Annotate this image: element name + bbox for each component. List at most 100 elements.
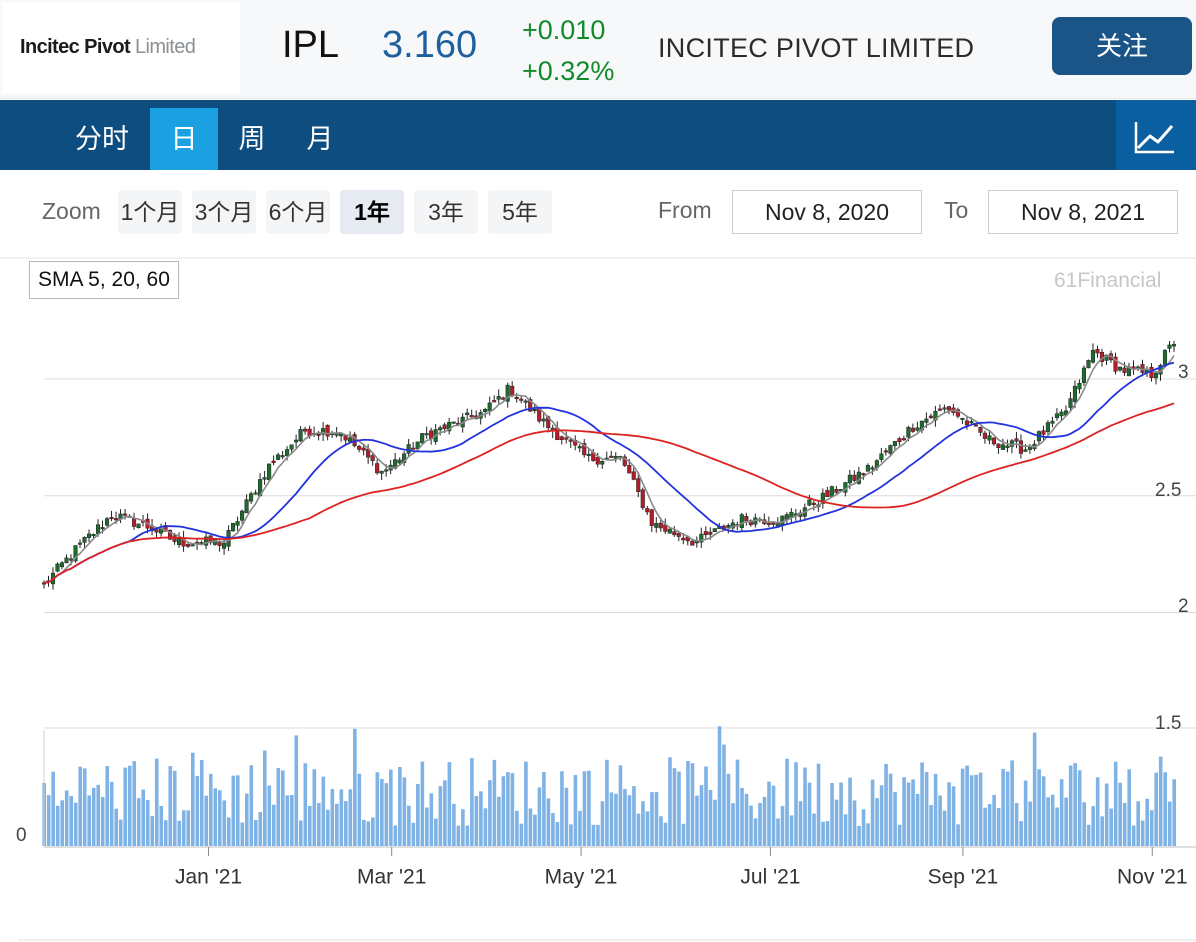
volume-bar — [299, 820, 303, 846]
logo-brand: Incitec Pivot — [20, 36, 131, 58]
volume-bar — [1001, 768, 1005, 846]
volume-bar — [506, 772, 510, 846]
volume-bar — [848, 777, 852, 846]
from-date-input[interactable]: Nov 8, 2020 — [732, 190, 922, 234]
candle — [690, 539, 695, 546]
zoom-5y-button[interactable]: 5年 — [488, 190, 552, 234]
candle — [357, 444, 362, 453]
tab-weekly[interactable]: 周 — [238, 124, 266, 154]
candle — [1077, 379, 1082, 394]
volume-bar — [308, 805, 312, 846]
volume-bar — [1032, 732, 1037, 846]
volume-bar — [163, 820, 168, 846]
volume-bar — [821, 821, 825, 846]
candle — [77, 539, 83, 549]
y-tick-label: 3 — [1178, 362, 1189, 383]
chart-type-button[interactable] — [1116, 100, 1196, 170]
candle — [1005, 439, 1010, 453]
candle — [190, 544, 195, 547]
volume-bar — [452, 803, 456, 846]
volume-bar — [393, 825, 398, 846]
candle — [834, 485, 839, 494]
volume-bar — [632, 786, 636, 846]
volume-bar — [965, 765, 969, 846]
candle — [636, 471, 641, 498]
candle — [784, 512, 789, 525]
volume-bar — [668, 757, 672, 846]
candle — [825, 486, 830, 498]
volume-bar — [780, 806, 785, 846]
volume-bar — [434, 818, 438, 846]
volume-bar — [105, 766, 110, 846]
candle — [41, 580, 47, 589]
volume-bar — [366, 821, 371, 846]
volume-bar — [375, 772, 380, 846]
volume-bar — [897, 824, 902, 846]
volume-bar — [731, 803, 735, 846]
company-logo: Incitec Pivot Limited — [2, 2, 240, 94]
zoom-1y-button[interactable]: 1年 — [340, 190, 404, 234]
volume-bar — [713, 799, 717, 846]
candle — [852, 470, 857, 483]
candle — [978, 426, 983, 437]
to-date-input[interactable]: Nov 8, 2021 — [988, 190, 1178, 234]
y-axis-labels: 3 2.5 2 1.5 0 — [16, 362, 1189, 846]
tab-monthly[interactable]: 月 — [306, 124, 334, 154]
volume-bar — [64, 790, 69, 846]
indicator-label[interactable]: SMA 5, 20, 60 — [29, 261, 179, 299]
volume-bar — [1158, 756, 1163, 846]
candle — [1041, 425, 1046, 441]
volume-bar — [740, 787, 744, 846]
volume-bar — [528, 808, 533, 846]
candle — [325, 424, 330, 441]
volume-bar — [1154, 772, 1158, 846]
tab-daily[interactable]: 日 — [150, 108, 218, 170]
candle — [744, 512, 749, 526]
zoom-3m-button[interactable]: 3个月 — [192, 190, 256, 234]
volume-bar — [830, 783, 834, 846]
volume-bar — [992, 794, 996, 846]
volume-bar — [1122, 802, 1127, 846]
volume-bar — [1037, 769, 1041, 846]
follow-button[interactable]: 关注 — [1052, 17, 1192, 75]
volume-bar — [168, 766, 173, 846]
volume-bar — [190, 752, 195, 846]
volume-bar — [519, 823, 524, 846]
volume-bar — [870, 779, 875, 846]
candle — [1059, 409, 1064, 421]
volume-bar — [920, 762, 924, 846]
candle — [496, 389, 501, 405]
volume-bar — [722, 744, 726, 846]
candle — [559, 435, 564, 445]
volume-bar — [290, 795, 294, 846]
volume-bar — [888, 773, 893, 846]
candle — [712, 528, 717, 533]
zoom-6m-button[interactable]: 6个月 — [266, 190, 330, 234]
candle — [109, 510, 114, 522]
volume-bar — [312, 769, 317, 846]
volume-bar — [456, 825, 461, 846]
candle — [411, 442, 416, 450]
candle — [519, 395, 524, 404]
tab-intraday[interactable]: 分时 — [75, 124, 129, 154]
volume-bar — [560, 771, 564, 846]
volume-bar — [807, 782, 812, 846]
volume-bar — [253, 820, 258, 846]
candle — [789, 508, 794, 524]
candle — [420, 432, 425, 444]
volume-bar — [262, 750, 267, 846]
volume-bar — [199, 759, 204, 846]
volume-bar — [479, 791, 483, 846]
volume-bar — [123, 767, 128, 846]
volume-bar — [929, 805, 933, 846]
volume-bar — [726, 773, 731, 846]
zoom-3y-button[interactable]: 3年 — [414, 190, 478, 234]
volume-bar — [1055, 807, 1059, 846]
candle — [730, 519, 735, 531]
candle — [55, 562, 60, 573]
company-name: INCITEC PIVOT LIMITED — [658, 33, 975, 63]
volume-bar — [618, 765, 623, 846]
volume-bar — [294, 735, 299, 846]
volume-bar — [429, 793, 434, 846]
zoom-1m-button[interactable]: 1个月 — [118, 190, 182, 234]
